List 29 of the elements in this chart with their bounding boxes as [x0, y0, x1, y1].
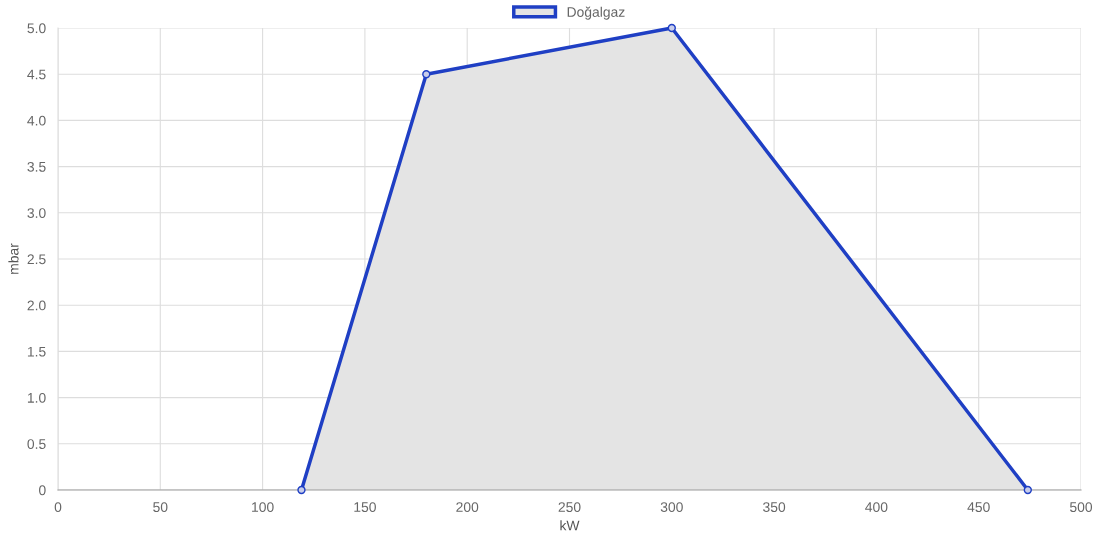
x-axis-title: kW — [560, 520, 580, 531]
x-tick-label: 250 — [558, 502, 581, 513]
y-tick-label: 4.5 — [27, 69, 46, 80]
y-tick-label: 1.5 — [27, 346, 46, 357]
point — [422, 70, 431, 79]
x-tick-label: 150 — [354, 502, 376, 513]
x-tick-label: 350 — [763, 502, 786, 513]
point — [1023, 485, 1032, 495]
y-tick-label: 3.5 — [27, 161, 46, 172]
y-tick-label: 5.0 — [27, 23, 46, 34]
y-tick-label: 0.5 — [27, 439, 46, 449]
x-tick-label: 400 — [865, 502, 888, 513]
point — [667, 23, 676, 33]
point — [297, 485, 306, 495]
y-tick-label: 1.0 — [27, 392, 46, 403]
y-tick-label: 2.0 — [27, 300, 46, 311]
y-tick-label: 0 — [39, 485, 46, 496]
x-tick-label: 50 — [153, 502, 168, 513]
x-tick-label: 300 — [660, 502, 683, 513]
y-axis-title: mbar — [8, 243, 19, 274]
x-tick-label: 200 — [456, 502, 479, 513]
x-tick-label: 100 — [252, 502, 274, 513]
x-tick-label: 500 — [1069, 502, 1093, 513]
legend-label: Doğalgaz — [567, 6, 625, 20]
y-tick-label: 2.5 — [27, 254, 46, 265]
y-tick-label: 4.0 — [27, 115, 46, 126]
y-tick-label: 3.0 — [27, 208, 46, 218]
x-tick-label: 0 — [54, 502, 62, 513]
x-tick-label: 450 — [967, 502, 990, 513]
